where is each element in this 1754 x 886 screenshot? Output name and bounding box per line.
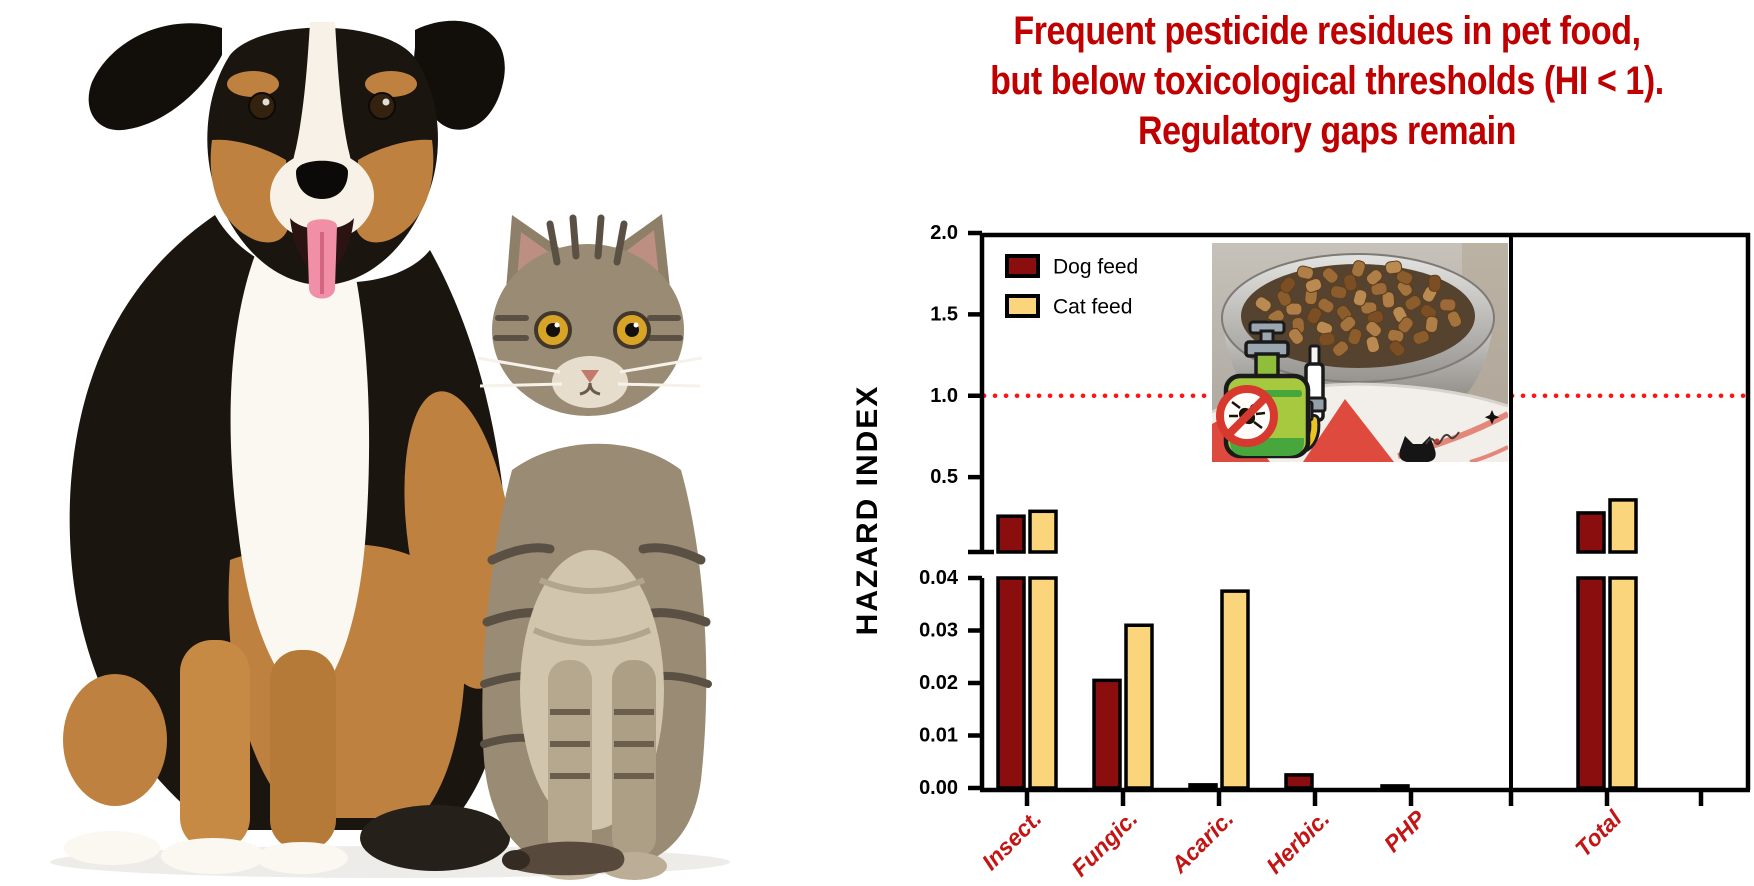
kibble-piece [1306, 307, 1323, 325]
tick-labels-group: 0.5 1.0 1.5 2.0 0.00 0.01 0.02 0.03 0.04 [919, 222, 959, 799]
bar-insect-dog-feed-lower [996, 576, 1026, 790]
category-label-acaric: Acaric. [1165, 805, 1238, 878]
legend-swatch-cat-feed [1005, 294, 1040, 318]
kibble-piece [1296, 265, 1315, 280]
kibble-piece [1318, 332, 1336, 347]
kibble-piece [1317, 297, 1335, 314]
y-tick-label: 0.01 [919, 725, 958, 747]
kibble-piece [1381, 291, 1396, 309]
kibble-piece [1370, 281, 1388, 296]
kibble-piece [1439, 298, 1457, 312]
kibble-piece [1347, 327, 1363, 346]
y-tick-label: 0.03 [919, 620, 958, 642]
kibble-piece [1254, 296, 1272, 313]
star-icon [1484, 410, 1500, 425]
kibble-piece [1365, 320, 1382, 338]
y-tick-label: 0.02 [919, 672, 958, 694]
y-axis-label: HAZARD INDEX [851, 385, 884, 636]
y-tick-label: 0.00 [919, 777, 958, 799]
kibble-piece [1424, 315, 1439, 333]
kibble-piece [1428, 274, 1442, 292]
kibble-piece [1446, 310, 1463, 328]
bar-acaric-cat-feed [1220, 589, 1250, 790]
headline: Frequent pesticide residues in pet food,… [964, 0, 1690, 156]
y-tick-label: 1.0 [930, 385, 958, 407]
kibble-piece [1351, 260, 1366, 278]
bars-group [996, 498, 1638, 790]
legend: Dog feed Cat feed [1005, 254, 1138, 319]
kibble-piece [1365, 269, 1383, 286]
category-label-total: Total [1570, 805, 1627, 862]
kibble-piece [1412, 330, 1430, 345]
kibble-piece [1404, 294, 1422, 311]
y-tick-label: 1.5 [930, 303, 958, 325]
kibble-piece [1304, 277, 1323, 293]
category-label-php: PHP [1379, 805, 1431, 857]
bar-acaric-dog-feed [1188, 783, 1218, 790]
headline-line: but below toxicological thresholds (HI <… [990, 59, 1664, 103]
bar-total-dog-feed-lower [1576, 576, 1606, 790]
headline-line: Frequent pesticide residues in pet food, [1013, 9, 1641, 53]
bar-php-dog-feed [1380, 784, 1410, 790]
y-tick-label: 2.0 [930, 222, 958, 244]
no-pesticide-sprayer-icon [1216, 320, 1327, 459]
y-tick-label: 0.04 [919, 567, 959, 589]
kibble [1254, 260, 1463, 357]
kibble-piece [1395, 269, 1414, 285]
bar-fungic-dog-feed [1092, 678, 1122, 790]
category-label-insect: Insect. [977, 805, 1047, 875]
legend-swatch-dog-feed [1005, 254, 1040, 278]
cat-illustration [477, 214, 712, 880]
kibble-piece [1276, 289, 1292, 307]
category-label-fungic: Fungic. [1066, 805, 1142, 881]
kibble-piece [1330, 285, 1348, 300]
dog-illustration [63, 20, 516, 874]
bar-insect-dog-feed-upper [996, 514, 1026, 554]
kibble-piece [1321, 267, 1339, 284]
bar-insect-cat-feed-upper [1028, 509, 1058, 554]
kibble-piece [1384, 260, 1403, 275]
kibble-piece [1365, 335, 1381, 354]
ticks-group [968, 230, 1704, 806]
headline-line: Regulatory gaps remain [1138, 109, 1516, 153]
legend-label-cat-feed: Cat feed [1053, 296, 1132, 319]
axes-group [968, 232, 1751, 793]
bar-total-dog-feed-upper [1576, 511, 1606, 554]
kibble-piece [1388, 340, 1406, 357]
bar-total-cat-feed-upper [1608, 498, 1638, 554]
kibble-piece [1285, 302, 1303, 316]
dog-and-cat-photo [50, 20, 730, 880]
legend-label-dog-feed: Dog feed [1053, 256, 1138, 279]
signature-squiggle [1425, 431, 1460, 445]
kibble-piece [1352, 289, 1368, 307]
bar-total-cat-feed-lower [1608, 576, 1638, 790]
kibble-piece [1279, 276, 1296, 294]
category-label-herbic: Herbic. [1261, 805, 1335, 879]
bar-fungic-cat-feed [1124, 623, 1154, 790]
kibble-piece [1339, 315, 1357, 333]
kibble-piece [1332, 340, 1349, 357]
pet-food-inset-photo [1212, 243, 1508, 462]
bar-insect-cat-feed-lower [1028, 576, 1058, 790]
kibble-piece [1419, 304, 1438, 320]
kibble-piece [1287, 327, 1304, 345]
category-labels-group: Insect. Fungic. Acaric. Herbic. PHP Total [977, 805, 1627, 882]
y-tick-label: 0.5 [930, 466, 958, 488]
bar-herbic-dog-feed [1284, 773, 1314, 790]
kibble-piece [1342, 274, 1358, 292]
